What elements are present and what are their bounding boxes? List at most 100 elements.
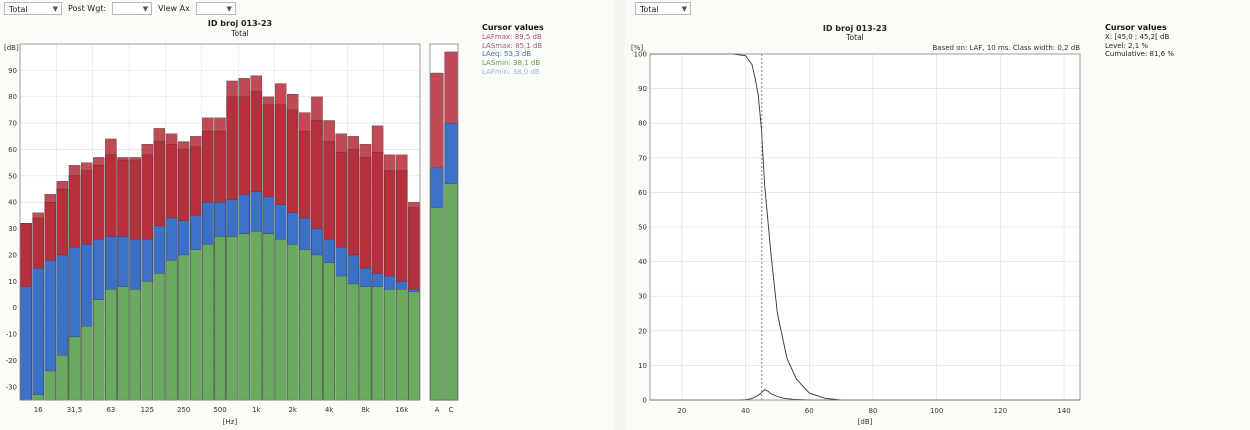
spectrum-bar xyxy=(20,286,32,401)
right-y-tick-label: 50 xyxy=(638,224,647,232)
spectrum-bar xyxy=(347,283,360,401)
left-y-tick-label: 20 xyxy=(8,251,17,259)
right-x-tick-label: 20 xyxy=(677,407,686,415)
right-y-tick-label: 60 xyxy=(638,189,647,197)
right-chart-pane: Total ▼ ID broj 013-23 Total 0 10 20 30 40 50… xyxy=(625,0,1250,430)
right-x-tick-label: 80 xyxy=(869,407,878,415)
left-y-tick-label: 60 xyxy=(8,146,17,154)
left-x-tick-label: 125 xyxy=(141,406,154,414)
spectrum-bar xyxy=(80,326,93,401)
total-select-value: Total xyxy=(9,4,28,14)
left-spectrum-chart: -30 -20 -10 0 10 20 30 40 50 60 70 80 90 [dB] 16 31,5 63… xyxy=(4,43,459,426)
spectrum-bar xyxy=(226,236,238,401)
spectrum-bar xyxy=(165,260,178,401)
right-y-tick-label: 30 xyxy=(638,293,647,301)
left-x-tick-label: 2k xyxy=(288,406,297,414)
spectrum-bar xyxy=(56,355,69,401)
chevron-down-icon: ▼ xyxy=(142,4,149,13)
cursor-value-line: LASmax: 85,1 dB xyxy=(482,41,543,50)
spectrum-bar xyxy=(214,236,226,401)
distribution-line xyxy=(650,389,1080,401)
right-x-tick-label: 120 xyxy=(994,407,1007,415)
left-x-tick-label: 500 xyxy=(213,406,226,414)
right-y-tick-label: 80 xyxy=(638,120,647,128)
spectrum-bar xyxy=(129,289,141,401)
spectrum-bar xyxy=(93,299,105,401)
spectrum-bar xyxy=(32,267,44,401)
right-x-axis-label: [dB] xyxy=(858,418,873,426)
left-x-tick-label: 8k xyxy=(361,406,370,414)
left-y-tick-label: 10 xyxy=(8,278,17,286)
spectrum-bar xyxy=(153,273,166,401)
left-y-tick-label: 50 xyxy=(8,172,17,180)
spectrum-bar xyxy=(323,262,335,401)
spectrum-bar xyxy=(299,249,311,401)
cursor-value-line: LAFmax: 89,5 dB xyxy=(482,32,542,41)
spectrum-bar xyxy=(262,233,275,401)
left-cursor-values: Cursor values LAFmax: 89,5 dB LASmax: 85… xyxy=(482,23,544,77)
right-chart-annotation: Based on: LAF, 10 ms. Class width: 0,2 d… xyxy=(932,44,1080,52)
spectrum-bar xyxy=(177,254,190,401)
left-chart-subtitle: Total xyxy=(231,29,249,38)
spectrum-bar xyxy=(274,238,287,401)
right-y-tick-label: 10 xyxy=(638,362,647,370)
spectrum-bar xyxy=(105,289,117,401)
right-x-tick-label: 140 xyxy=(1057,407,1070,415)
spectrum-bar xyxy=(335,275,347,401)
right-y-tick-label: 20 xyxy=(638,327,647,335)
spectrum-bar xyxy=(202,244,214,401)
left-plot-border xyxy=(19,43,421,401)
spectrum-bar xyxy=(117,286,129,401)
chevron-down-icon: ▼ xyxy=(226,4,232,13)
post-wgt-select[interactable]: ▼ xyxy=(112,1,153,15)
left-y-axis-label: [dB] xyxy=(4,44,19,52)
right-y-tick-label: 90 xyxy=(638,85,647,93)
cursor-value-line: LASmin: 38,1 dB xyxy=(482,59,541,68)
right-toolbar: Total ▼ xyxy=(635,0,691,16)
view-ax-select[interactable]: ▼ xyxy=(195,1,236,15)
right-plot-border xyxy=(649,53,1081,401)
spectrum-bar xyxy=(68,336,81,401)
right-x-tick-label: 40 xyxy=(741,407,750,415)
spectrum-bar xyxy=(190,249,202,401)
right-distribution-chart: 0 10 20 30 40 50 60 70 80 90 100 20 40 60 80 100 120 140 [… xyxy=(631,44,1081,426)
left-y-tick-label: -10 xyxy=(6,331,17,339)
left-x-tick-label: 16k xyxy=(395,406,409,414)
left-x-tick-label: 250 xyxy=(177,406,190,414)
right-y-tick-label: 0 xyxy=(643,397,647,405)
total-select[interactable]: Total ▼ xyxy=(635,1,691,15)
summary-bar xyxy=(430,207,444,401)
left-toolbar: Total ▼ Post Wgt: ▼ View Ax ▼ xyxy=(4,0,236,16)
spectrum-bar xyxy=(44,370,57,401)
spectrum-bar xyxy=(238,233,250,401)
left-y-tick-label: 30 xyxy=(8,225,17,233)
summary-x-tick-label: C xyxy=(449,406,454,414)
left-chart-pane: Total ▼ Post Wgt: ▼ View Ax ▼ ID broj 01… xyxy=(0,0,615,430)
total-select[interactable]: Total ▼ xyxy=(4,1,62,15)
left-y-tick-label: -20 xyxy=(6,357,17,365)
right-x-tick-label: 100 xyxy=(930,407,943,415)
distribution-line xyxy=(650,53,1080,401)
right-chart-subtitle: Total xyxy=(846,33,864,42)
cursor-value-line: LAeq: 53,3 dB xyxy=(482,50,532,59)
right-y-axis-label: [%] xyxy=(631,44,643,52)
chevron-down-icon: ▼ xyxy=(681,4,687,13)
summary-bar xyxy=(444,183,458,401)
right-cursor-values: Cursor values X: [45,0 ; 45,2[ dB Level:… xyxy=(1105,23,1174,59)
right-y-tick-label: 100 xyxy=(634,51,647,59)
right-x-tick-label: 60 xyxy=(805,407,814,415)
left-y-tick-label: 90 xyxy=(8,67,17,75)
summary-x-tick-label: A xyxy=(435,406,440,414)
spectrum-bar xyxy=(311,254,323,401)
left-x-tick-label: 1k xyxy=(252,406,261,414)
spectrum-bar xyxy=(408,291,420,401)
left-x-tick-label: 4k xyxy=(325,406,334,414)
left-y-tick-label: 0 xyxy=(13,304,17,312)
view-ax-label: View Ax xyxy=(158,3,190,13)
spectrum-bar xyxy=(32,394,44,401)
spectrum-bar xyxy=(371,286,384,401)
left-x-tick-label: 16 xyxy=(34,406,43,414)
left-y-tick-label: -30 xyxy=(6,383,17,391)
left-x-tick-label: 31,5 xyxy=(67,406,83,414)
left-chart-title: ID broj 013-23 xyxy=(207,19,273,28)
